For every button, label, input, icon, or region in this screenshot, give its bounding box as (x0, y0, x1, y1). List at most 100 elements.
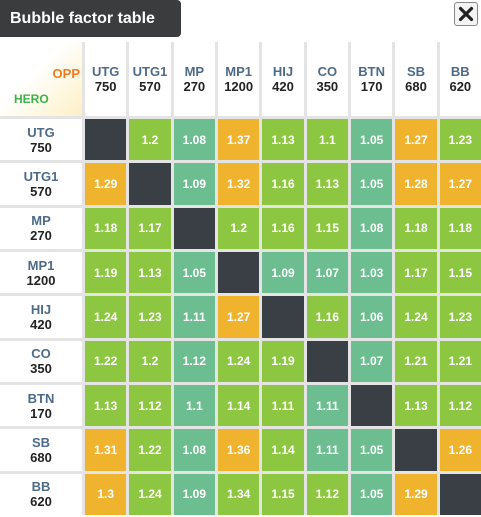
factor-cell: 1.37 (217, 119, 260, 161)
factor-cell: 1.26 (439, 429, 481, 471)
row-name: HIJ (30, 301, 52, 317)
row-header: HIJ 420 (0, 296, 82, 338)
row-name: BTN (27, 390, 55, 406)
column-header: UTG1 570 (129, 42, 171, 116)
column-name: HIJ (272, 64, 294, 79)
empty-cell (217, 251, 260, 294)
factor-cell: 1.05 (173, 251, 215, 294)
factor-cell: 1.21 (439, 340, 481, 382)
factor-cell: 1.23 (439, 119, 481, 161)
factor-cell: 1.11 (173, 296, 215, 338)
row-stack: 270 (30, 228, 52, 244)
column-stack: 620 (449, 79, 472, 94)
column-stack: 750 (94, 79, 117, 94)
row-name: UTG (27, 124, 55, 140)
empty-cell (350, 384, 393, 427)
factor-cell: 1.13 (129, 251, 171, 294)
empty-cell (306, 340, 348, 382)
factor-cell: 1.03 (350, 251, 393, 294)
row-header: SB 680 (0, 429, 82, 471)
factor-cell: 1.13 (85, 384, 127, 427)
row-header: UTG1 570 (0, 163, 82, 205)
factor-cell: 1.17 (129, 207, 171, 249)
empty-cell (85, 119, 127, 161)
column-name: UTG (91, 64, 120, 79)
factor-cell: 1.12 (306, 473, 348, 515)
close-button[interactable] (454, 2, 478, 26)
factor-cell: 1.28 (395, 163, 437, 205)
column-header: BTN 170 (350, 42, 393, 116)
factor-cell: 1.11 (306, 429, 348, 471)
factor-cell: 1.16 (262, 207, 304, 249)
column-name: CO (317, 64, 338, 79)
factor-cell: 1.06 (350, 296, 393, 338)
row-stack: 620 (30, 494, 52, 510)
factor-cell: 1.16 (306, 296, 348, 338)
factor-cell: 1.21 (395, 340, 437, 382)
row-stack: 420 (30, 316, 52, 332)
factor-cell: 1.19 (262, 340, 304, 382)
column-stack: 170 (360, 79, 383, 94)
factor-cell: 1.12 (439, 384, 481, 427)
row-header: MP 270 (0, 207, 82, 249)
factor-cell: 1.29 (85, 163, 127, 205)
factor-cell: 1.24 (129, 473, 171, 515)
row-name: MP (31, 213, 51, 229)
row-header: BB 620 (0, 473, 82, 515)
column-header: MP1 1200 (217, 42, 260, 116)
title: Bubble factor table (0, 0, 181, 37)
empty-cell (173, 207, 215, 249)
factor-cell: 1.05 (350, 163, 393, 205)
row-stack: 680 (30, 449, 52, 465)
factor-cell: 1.08 (173, 429, 215, 471)
column-name: MP1 (225, 64, 253, 79)
factor-cell: 1.22 (129, 429, 171, 471)
column-stack: 270 (183, 79, 206, 94)
factor-cell: 1.12 (173, 340, 215, 382)
factor-cell: 1.31 (85, 429, 127, 471)
factor-cell: 1.15 (439, 251, 481, 294)
factor-cell: 1.29 (395, 473, 437, 515)
empty-cell (262, 296, 304, 338)
row-header: BTN 170 (0, 384, 82, 427)
factor-cell: 1.13 (306, 163, 348, 205)
empty-cell (395, 429, 437, 471)
factor-cell: 1.3 (85, 473, 127, 515)
column-header: MP 270 (173, 42, 215, 116)
column-name: MP (184, 64, 205, 79)
row-stack: 1200 (26, 272, 56, 288)
hero-label: HERO (14, 92, 49, 106)
row-name: CO (31, 346, 51, 362)
factor-cell: 1.16 (262, 163, 304, 205)
factor-cell: 1.14 (217, 384, 260, 427)
factor-cell: 1.19 (85, 251, 127, 294)
factor-cell: 1.09 (262, 251, 304, 294)
column-name: BTN (358, 64, 386, 79)
column-stack: 680 (405, 79, 427, 94)
row-stack: 170 (30, 405, 52, 421)
factor-cell: 1.05 (350, 473, 393, 515)
factor-cell: 1.07 (350, 340, 393, 382)
factor-cell: 1.24 (85, 296, 127, 338)
factor-cell: 1.1 (306, 119, 348, 161)
row-name: UTG1 (23, 168, 59, 184)
factor-cell: 1.27 (439, 163, 481, 205)
row-header: CO 350 (0, 340, 82, 382)
factor-cell: 1.22 (85, 340, 127, 382)
factor-cell: 1.27 (217, 296, 260, 338)
factor-cell: 1.13 (262, 119, 304, 161)
factor-cell: 1.13 (395, 384, 437, 427)
factor-cell: 1.2 (129, 119, 171, 161)
column-header: CO 350 (306, 42, 348, 116)
column-stack: 570 (139, 79, 161, 94)
row-name: SB (31, 434, 51, 450)
opp-label: OPP (52, 66, 80, 81)
empty-cell (129, 163, 171, 205)
factor-cell: 1.17 (395, 251, 437, 294)
factor-cell: 1.14 (262, 429, 304, 471)
factor-cell: 1.23 (439, 296, 481, 338)
factor-cell: 1.24 (395, 296, 437, 338)
row-name: BB (31, 479, 51, 495)
column-header: HIJ 420 (262, 42, 304, 116)
